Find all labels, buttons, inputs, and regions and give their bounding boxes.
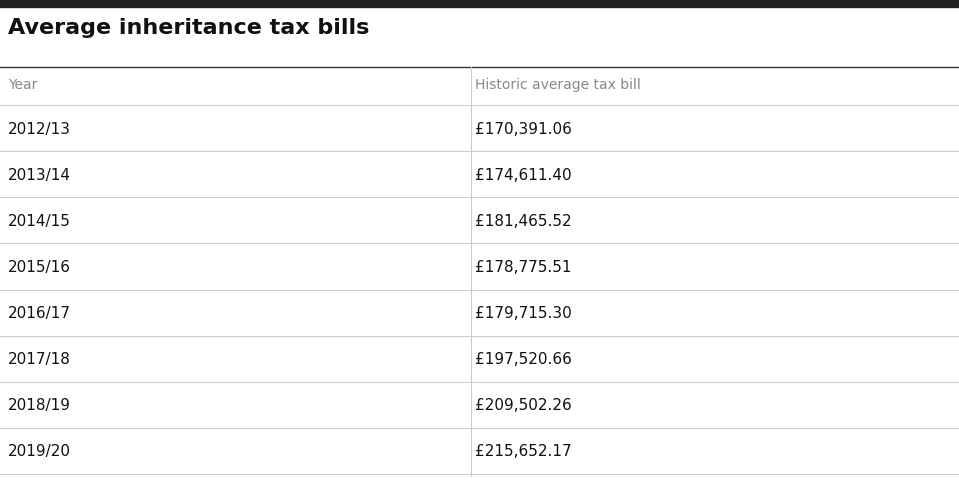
- Text: Average inheritance tax bills: Average inheritance tax bills: [8, 18, 369, 38]
- Text: £170,391.06: £170,391.06: [475, 121, 572, 136]
- Text: 2018/19: 2018/19: [8, 397, 71, 412]
- Text: £181,465.52: £181,465.52: [475, 213, 572, 228]
- Text: £174,611.40: £174,611.40: [475, 167, 572, 182]
- Text: £179,715.30: £179,715.30: [475, 305, 572, 320]
- Text: £215,652.17: £215,652.17: [475, 443, 572, 458]
- Text: £197,520.66: £197,520.66: [475, 351, 572, 366]
- Text: Historic average tax bill: Historic average tax bill: [475, 78, 641, 92]
- Text: 2012/13: 2012/13: [8, 121, 71, 136]
- Text: 2013/14: 2013/14: [8, 167, 71, 182]
- Text: 2016/17: 2016/17: [8, 305, 71, 320]
- Bar: [0, 0, 959, 8]
- Text: 2017/18: 2017/18: [8, 351, 71, 366]
- Text: £209,502.26: £209,502.26: [475, 397, 572, 412]
- Text: 2014/15: 2014/15: [8, 213, 71, 228]
- Text: £178,775.51: £178,775.51: [475, 259, 572, 274]
- Text: Year: Year: [8, 78, 37, 92]
- Text: 2015/16: 2015/16: [8, 259, 71, 274]
- Text: 2019/20: 2019/20: [8, 443, 71, 458]
